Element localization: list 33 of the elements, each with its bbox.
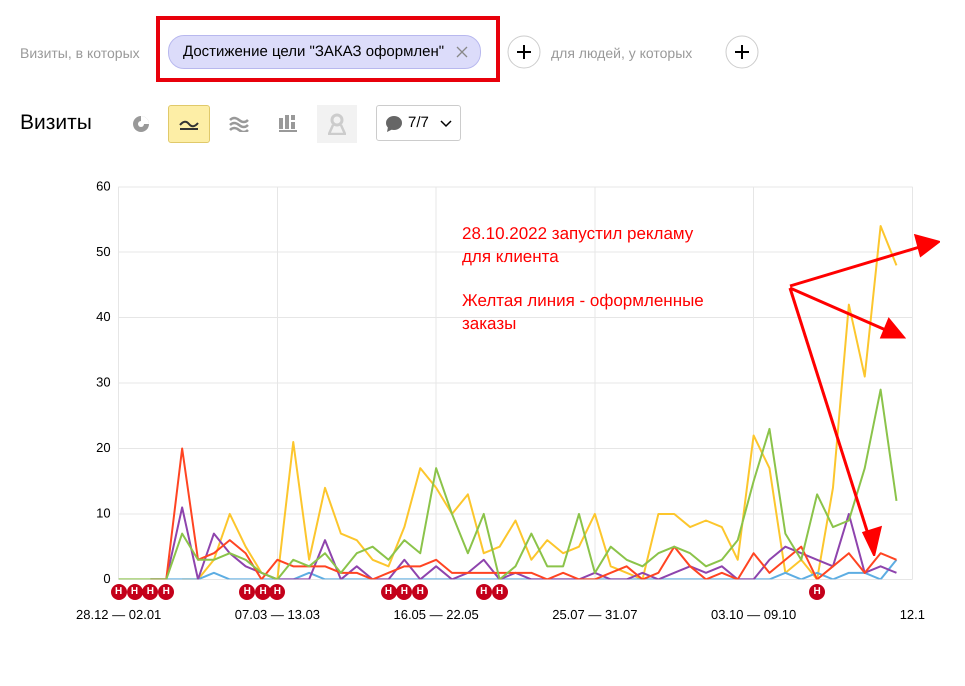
text: Визиты, в которых bbox=[20, 45, 140, 61]
note-pin: Н bbox=[809, 584, 826, 600]
note-pin: Н bbox=[158, 584, 174, 600]
y-tick-label: 0 bbox=[103, 570, 111, 586]
y-tick-label: 30 bbox=[96, 374, 111, 390]
note-pin: Н bbox=[239, 584, 256, 600]
note-pin: Н bbox=[380, 584, 396, 600]
note-pin: Н bbox=[255, 584, 272, 600]
note-pin: Н bbox=[476, 584, 492, 600]
note-pin: Н bbox=[269, 584, 286, 600]
y-tick-label: 40 bbox=[96, 309, 111, 324]
note-pin: Н bbox=[396, 584, 412, 600]
x-tick-label: 28.12 — 02.01 bbox=[76, 606, 162, 622]
y-tick-label: 20 bbox=[96, 440, 111, 456]
annotation: 28.10.2022 запустил рекламу для клиента bbox=[462, 223, 694, 268]
x-tick-label: 03.10 — 09.10 bbox=[710, 606, 796, 622]
note-pin: Н bbox=[142, 584, 158, 600]
x-tick-label: 07.03 — 13.03 bbox=[234, 606, 320, 622]
annotation: Желтая линия - оформленные заказы bbox=[462, 290, 704, 335]
y-tick-label: 10 bbox=[96, 506, 111, 521]
note-pin: Н bbox=[492, 584, 508, 600]
note-pin: Н bbox=[110, 584, 127, 600]
note-pin: Н bbox=[412, 584, 428, 600]
x-tick-label: 25.07 — 31.07 bbox=[552, 606, 638, 622]
text: 7/7 bbox=[408, 114, 429, 131]
y-tick-label: 50 bbox=[96, 244, 111, 259]
text: Достижение цели "ЗАКАЗ оформлен" bbox=[168, 35, 482, 69]
x-tick-label: 16.05 — 22.05 bbox=[393, 606, 479, 622]
text: для людей, у которых bbox=[551, 45, 692, 61]
y-tick-label: 60 bbox=[96, 178, 111, 194]
note-pin: Н bbox=[126, 584, 143, 600]
chart-title: Визиты bbox=[20, 111, 92, 135]
x-tick-label: 12.1 bbox=[900, 606, 926, 622]
